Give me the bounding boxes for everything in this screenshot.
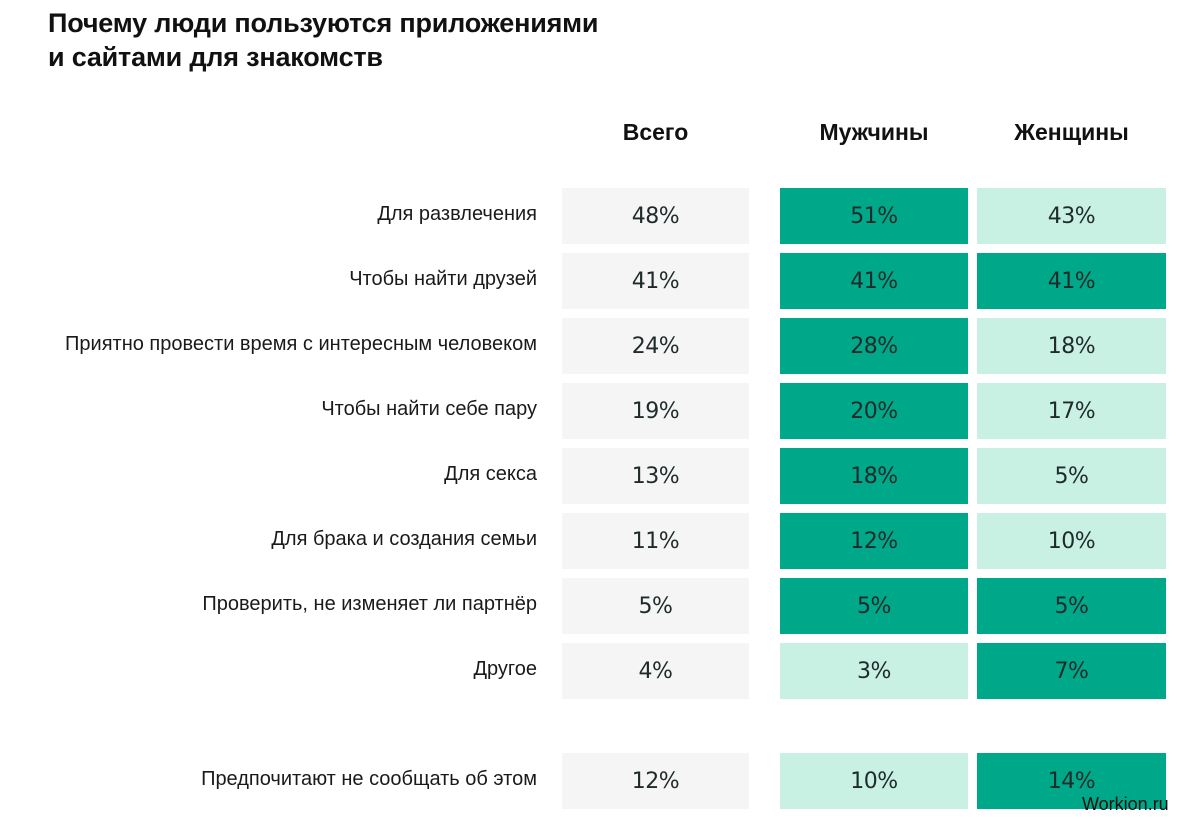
cell-women: 14%	[977, 753, 1166, 809]
cell-total: 48%	[562, 188, 749, 244]
cell-men: 20%	[780, 383, 968, 439]
cell-women: 5%	[977, 448, 1166, 504]
cell-women: 10%	[977, 513, 1166, 569]
cell-men: 12%	[780, 513, 968, 569]
column-header-men: Мужчины	[819, 119, 929, 145]
cell-total: 11%	[562, 513, 749, 569]
row-label: Для развлечения	[377, 203, 537, 225]
row-label: Для брака и создания семьи	[271, 528, 537, 550]
cell-total: 24%	[562, 318, 749, 374]
cell-men: 28%	[780, 318, 968, 374]
cell-total: 12%	[562, 753, 749, 809]
cell-women: 5%	[977, 578, 1166, 634]
row-label: Предпочитают не сообщать об этом	[201, 768, 537, 790]
cell-men: 51%	[780, 188, 968, 244]
cell-men: 41%	[780, 253, 968, 309]
cell-total: 13%	[562, 448, 749, 504]
cell-women: 18%	[977, 318, 1166, 374]
row-label: Приятно провести время с интересным чело…	[65, 333, 537, 355]
row-label: Чтобы найти друзей	[349, 268, 537, 290]
cell-men: 3%	[780, 643, 968, 699]
cell-women: 41%	[977, 253, 1166, 309]
title-line-2: и сайтами для знакомств	[48, 42, 383, 72]
column-header-women: Женщины	[1014, 119, 1129, 145]
row-label: Для секса	[444, 463, 537, 485]
row-label: Чтобы найти себе пару	[321, 398, 537, 420]
column-header-total: Всего	[622, 119, 689, 145]
title-line-1: Почему люди пользуются приложениями	[48, 8, 599, 38]
cell-total: 41%	[562, 253, 749, 309]
cell-men: 5%	[780, 578, 968, 634]
cell-total: 19%	[562, 383, 749, 439]
chart-title: Почему люди пользуются приложениями и са…	[48, 6, 599, 74]
row-label: Другое	[473, 658, 537, 680]
cell-women: 17%	[977, 383, 1166, 439]
cell-women: 7%	[977, 643, 1166, 699]
cell-total: 5%	[562, 578, 749, 634]
cell-total: 4%	[562, 643, 749, 699]
cell-men: 10%	[780, 753, 968, 809]
watermark: Workion.ru	[1082, 794, 1169, 814]
cell-men: 18%	[780, 448, 968, 504]
row-label: Проверить, не изменяет ли партнёр	[202, 593, 537, 615]
cell-women: 43%	[977, 188, 1166, 244]
